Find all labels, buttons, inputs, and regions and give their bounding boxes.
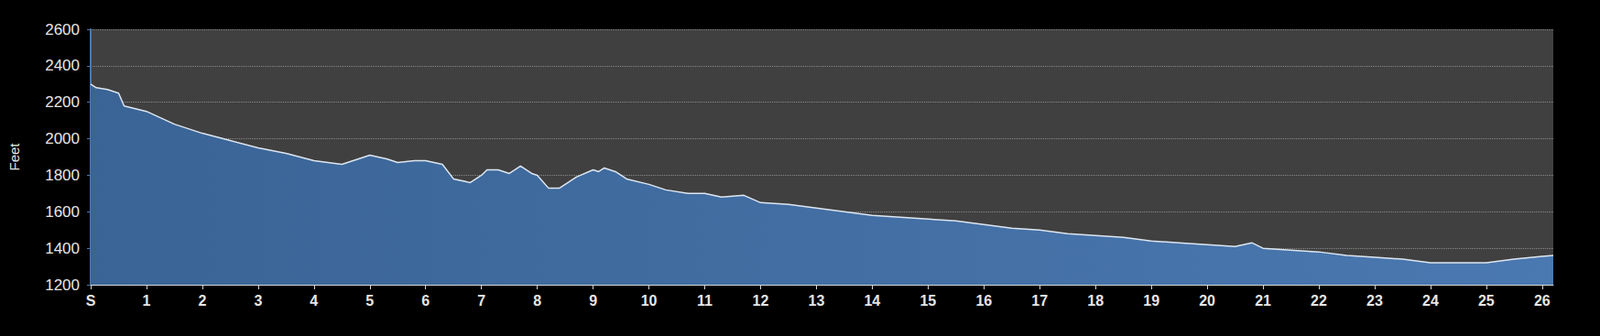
- svg-text:1400: 1400: [44, 239, 80, 258]
- svg-text:20: 20: [1198, 293, 1216, 309]
- svg-text:9: 9: [588, 293, 598, 309]
- svg-text:26: 26: [1534, 293, 1551, 309]
- svg-text:3: 3: [253, 293, 262, 309]
- svg-text:8: 8: [533, 293, 542, 309]
- svg-text:2: 2: [197, 293, 207, 309]
- svg-text:2200: 2200: [44, 93, 80, 111]
- svg-text:2600: 2600: [44, 21, 80, 39]
- svg-text:23: 23: [1366, 293, 1383, 309]
- svg-text:4: 4: [309, 293, 318, 309]
- svg-text:2000: 2000: [44, 130, 80, 148]
- svg-text:7: 7: [477, 293, 486, 309]
- svg-text:14: 14: [863, 293, 881, 309]
- svg-text:16: 16: [975, 293, 992, 309]
- svg-text:18: 18: [1087, 293, 1104, 309]
- svg-text:6: 6: [421, 293, 430, 309]
- svg-text:1600: 1600: [44, 203, 80, 221]
- svg-text:15: 15: [919, 293, 937, 309]
- svg-text:21: 21: [1254, 293, 1272, 309]
- svg-text:S: S: [86, 293, 97, 309]
- svg-text:13: 13: [808, 293, 826, 309]
- svg-text:1800: 1800: [44, 166, 80, 185]
- svg-text:19: 19: [1142, 293, 1160, 309]
- svg-text:5: 5: [365, 293, 374, 309]
- svg-text:24: 24: [1422, 293, 1439, 309]
- svg-text:11: 11: [696, 293, 713, 309]
- svg-text:12: 12: [752, 293, 770, 309]
- svg-text:17: 17: [1031, 293, 1048, 309]
- svg-text:10: 10: [641, 293, 658, 309]
- svg-text:1: 1: [142, 293, 152, 309]
- svg-text:2400: 2400: [44, 56, 80, 75]
- svg-text:Feet: Feet: [6, 142, 22, 172]
- svg-text:22: 22: [1310, 293, 1328, 309]
- svg-text:25: 25: [1478, 293, 1495, 309]
- svg-text:1200: 1200: [44, 276, 80, 294]
